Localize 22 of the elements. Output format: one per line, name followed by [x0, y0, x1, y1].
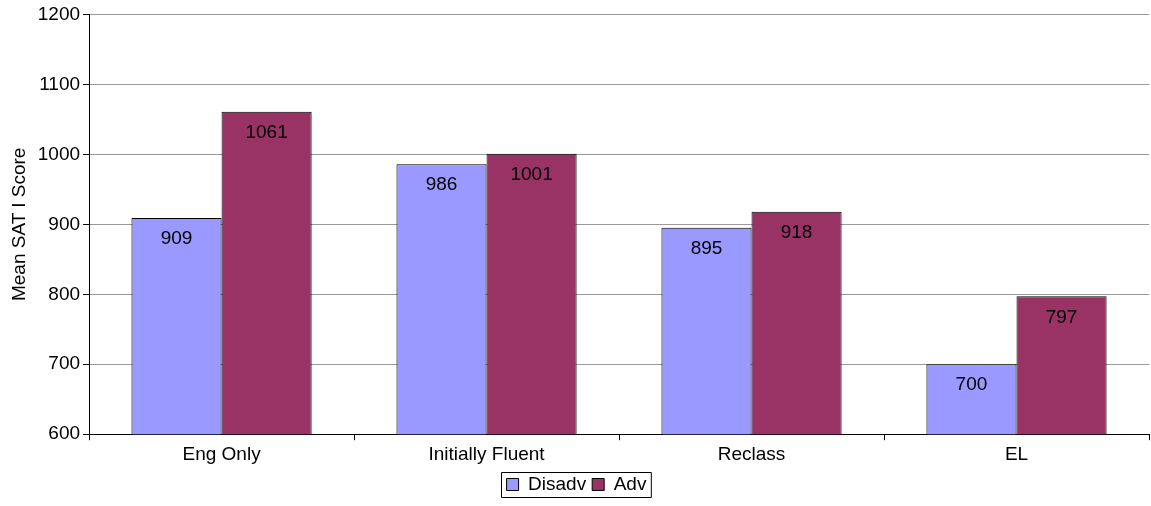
y-tick-label: 700: [48, 352, 81, 374]
x-tick-label: EL: [1004, 442, 1029, 464]
data-label: 700: [955, 373, 988, 395]
y-tick-label: 1200: [37, 2, 81, 24]
y-tick-label: 800: [48, 282, 81, 304]
data-label: 986: [425, 173, 458, 195]
x-tick-label: Initially Fluent: [428, 442, 546, 464]
x-tick-label: Eng Only: [182, 442, 262, 464]
data-label: 918: [780, 220, 813, 242]
y-axis-title: Mean SAT I Score: [7, 147, 29, 302]
data-label: 895: [690, 237, 723, 259]
y-tick-label: 1000: [37, 142, 81, 164]
data-label: 797: [1045, 305, 1078, 327]
data-label: 1061: [245, 120, 288, 142]
y-tick-label: 1100: [39, 72, 81, 94]
data-label: 1001: [510, 162, 553, 184]
legend-label: Disadv: [528, 472, 587, 494]
legend-label: Adv: [613, 472, 647, 494]
y-tick-label: 600: [48, 422, 81, 444]
data-label: 909: [160, 227, 193, 249]
x-tick-label: Reclass: [717, 442, 786, 464]
y-tick-label: 900: [48, 212, 81, 234]
